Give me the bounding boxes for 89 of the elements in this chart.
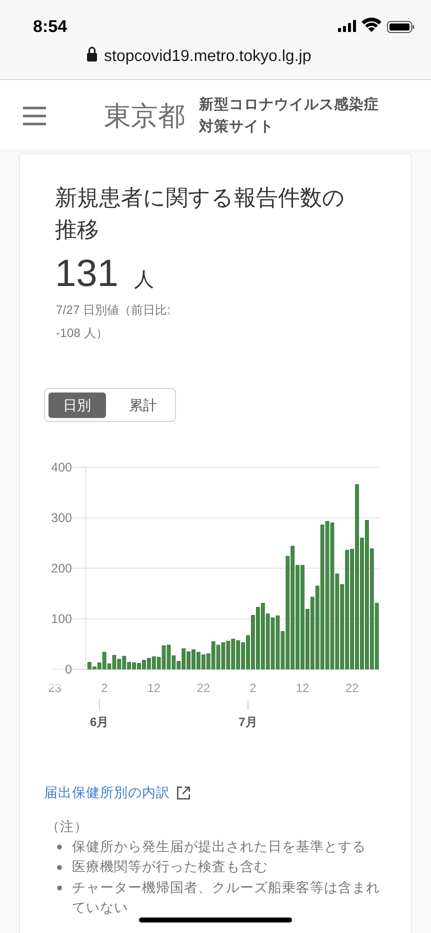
bar bbox=[122, 656, 126, 670]
bar bbox=[127, 662, 132, 670]
bar bbox=[117, 658, 122, 670]
y-tick-label: 0 bbox=[65, 662, 72, 676]
bar bbox=[88, 662, 92, 670]
bar bbox=[196, 652, 200, 670]
bar bbox=[102, 652, 106, 670]
bar bbox=[260, 602, 265, 670]
text: 届出保健所別の内訳 bbox=[44, 784, 170, 802]
chart: 23 2 12 22 2 12 22 0 100 200 300 400 6月 7月 bbox=[40, 455, 380, 729]
bar bbox=[162, 645, 166, 670]
bar bbox=[325, 521, 330, 670]
bar bbox=[300, 565, 304, 670]
text: stopcovid19.metro.tokyo.lg.jp bbox=[104, 47, 312, 67]
bar bbox=[192, 649, 196, 670]
bar bbox=[226, 640, 230, 670]
bar bbox=[152, 656, 156, 670]
x-tick-label: 22 bbox=[196, 681, 210, 695]
text: 保健所から発生届が提出された日を基準とする bbox=[72, 838, 367, 856]
bar bbox=[276, 616, 280, 670]
bar bbox=[256, 606, 260, 670]
bar bbox=[320, 524, 324, 670]
text: 東京都 bbox=[104, 100, 185, 132]
bar bbox=[231, 638, 236, 670]
bar bbox=[306, 608, 310, 670]
text: （注） bbox=[46, 818, 88, 836]
x-tick-label: 22 bbox=[345, 681, 360, 695]
bar bbox=[330, 522, 334, 670]
bar bbox=[216, 644, 220, 670]
bar bbox=[186, 651, 190, 670]
bar bbox=[176, 660, 181, 670]
bar bbox=[132, 662, 136, 670]
bar bbox=[97, 662, 102, 670]
chart-title: 新規患者に関する報告件数の推移 bbox=[55, 184, 346, 244]
bar bbox=[345, 550, 350, 670]
y-tick-label: 200 bbox=[51, 561, 72, 576]
bar bbox=[112, 654, 116, 670]
bar bbox=[251, 615, 255, 670]
bar bbox=[286, 556, 290, 670]
annotation: 6月 bbox=[90, 715, 109, 729]
text: 医療機関等が行った検査も含む bbox=[72, 858, 269, 876]
bar bbox=[310, 596, 314, 670]
bar bbox=[266, 614, 270, 670]
bar bbox=[355, 484, 359, 670]
bar bbox=[315, 586, 320, 670]
text: 新型コロナウイルス感染症対策サイト bbox=[199, 96, 380, 137]
bar bbox=[364, 520, 369, 670]
x-tick-label: 2 bbox=[100, 681, 108, 695]
bar bbox=[206, 653, 210, 670]
text: 日別 bbox=[63, 397, 91, 413]
bar bbox=[172, 655, 176, 670]
bar bbox=[236, 640, 240, 670]
bar bbox=[296, 565, 300, 670]
bar bbox=[182, 648, 186, 670]
bar bbox=[290, 546, 295, 670]
annotation: 7月 bbox=[238, 715, 258, 729]
y-tick-label: 400 bbox=[51, 460, 72, 474]
text: 7/27 日別値（前日比: -108 人） bbox=[56, 302, 172, 342]
y-tick-label: 100 bbox=[51, 612, 72, 626]
bar bbox=[221, 642, 226, 670]
x-tick-label: 2 bbox=[250, 681, 257, 695]
bar bbox=[374, 602, 379, 670]
bar bbox=[92, 666, 96, 670]
x-tick-label: 12 bbox=[296, 681, 310, 695]
text: 人 bbox=[134, 268, 154, 293]
x-tick-label: 23 bbox=[48, 681, 62, 695]
bar bbox=[270, 618, 275, 670]
bar bbox=[156, 656, 161, 670]
bar bbox=[201, 654, 206, 670]
text: 131 bbox=[55, 252, 118, 296]
bar bbox=[340, 584, 344, 670]
text: 8:54 bbox=[33, 16, 68, 38]
bar bbox=[211, 641, 216, 670]
bar bbox=[241, 642, 245, 670]
y-tick-label: 300 bbox=[51, 510, 72, 525]
bar bbox=[246, 635, 250, 670]
bar bbox=[350, 548, 354, 670]
text: 累計 bbox=[129, 397, 157, 413]
bar bbox=[360, 538, 364, 670]
bar bbox=[335, 574, 340, 670]
text: チャーター機帰国者、クルーズ船乗客等は含まれていない bbox=[72, 878, 381, 918]
bar bbox=[166, 644, 171, 670]
bar bbox=[142, 660, 146, 670]
x-tick-label: 12 bbox=[147, 681, 161, 695]
bar bbox=[370, 548, 374, 670]
bar bbox=[146, 658, 151, 670]
bar bbox=[137, 662, 141, 670]
bar bbox=[280, 631, 285, 670]
bar bbox=[107, 663, 112, 670]
